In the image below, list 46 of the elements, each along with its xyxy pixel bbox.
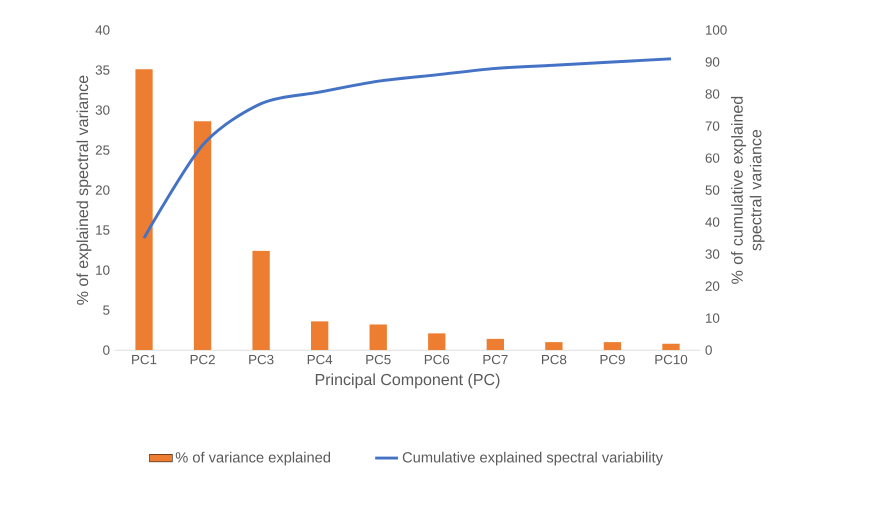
x-tick-label: PC5 <box>366 354 391 364</box>
bar <box>486 338 504 350</box>
bar <box>194 121 212 350</box>
y2-tick-label: 50 <box>706 185 720 195</box>
x-tick-label: PC2 <box>190 354 215 364</box>
y2-tick-label: 90 <box>706 57 720 67</box>
y-tick-label: 25 <box>96 145 110 155</box>
bar <box>135 69 153 350</box>
y-tick-label: 15 <box>96 225 110 235</box>
y2-tick-label: 60 <box>706 153 720 163</box>
x-tick-label: PC1 <box>132 354 156 364</box>
x-tick-label: PC10 <box>655 354 688 364</box>
bar <box>310 321 328 350</box>
bar <box>428 333 446 350</box>
y-tick-label: 10 <box>96 265 110 275</box>
bar <box>370 324 387 350</box>
y-tick-label: 0 <box>103 345 110 355</box>
y-tick-label: 30 <box>96 105 110 115</box>
y-tick-label: 5 <box>103 305 110 315</box>
bar <box>545 342 563 350</box>
bar <box>662 344 680 350</box>
y2-tick-label: 30 <box>705 249 720 259</box>
y2-tick-label: 10 <box>706 313 720 323</box>
x-tick-label: PC8 <box>542 354 566 364</box>
x-axis-title: Principal Component (PC) <box>316 373 500 388</box>
legend-label: Cumulative explained spectral variability <box>402 452 663 466</box>
legend-label: % of variance explained <box>176 452 330 466</box>
y-tick-label: 35 <box>96 65 110 75</box>
y2-tick-label: 40 <box>705 217 720 227</box>
y-axis-title: % of explained spectral variance <box>76 76 92 305</box>
y2-tick-label: 100 <box>706 25 727 35</box>
y2-axis-title: % of cumulative explained spectral variance <box>731 96 765 284</box>
line-series <box>142 57 672 240</box>
x-tick-label: PC9 <box>600 354 625 364</box>
y-tick-label: 40 <box>95 25 110 35</box>
x-tick-label: PC3 <box>249 354 274 364</box>
bar <box>252 250 270 350</box>
y2-tick-label: 80 <box>706 89 720 99</box>
y-tick-label: 20 <box>96 185 110 195</box>
x-tick-label: PC6 <box>424 354 450 364</box>
y2-tick-label: 70 <box>706 121 720 131</box>
y2-tick-label: 0 <box>706 345 712 355</box>
x-tick-label: PC7 <box>483 354 508 364</box>
x-tick-label: PC4 <box>308 354 332 364</box>
bar <box>604 342 622 350</box>
y2-tick-label: 20 <box>706 281 720 291</box>
